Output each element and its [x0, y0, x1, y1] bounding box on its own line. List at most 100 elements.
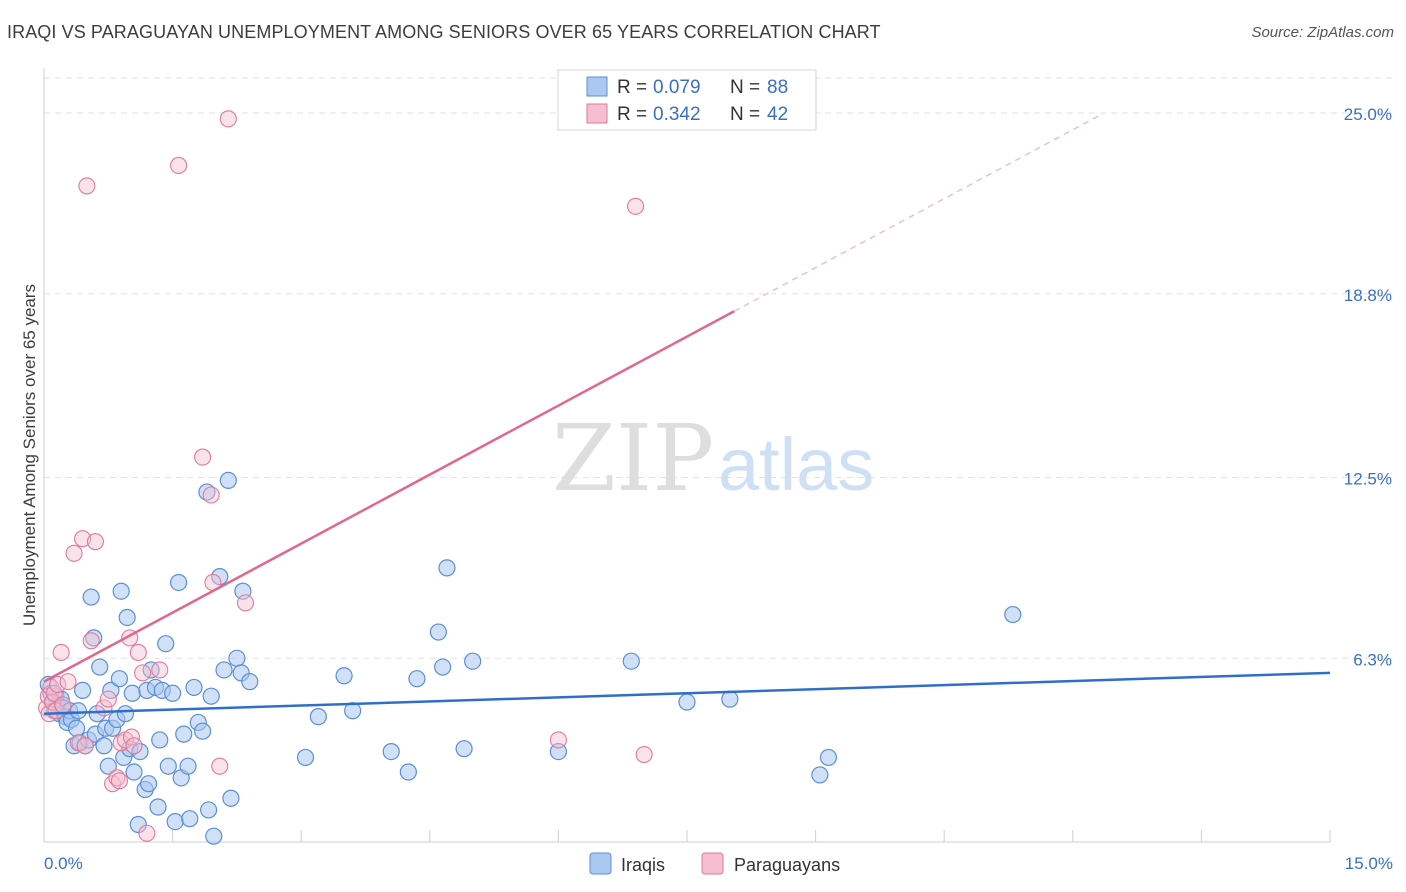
tick-labels: 6.3% 12.5% 18.8% 25.0% 0.0% 15.0%	[44, 105, 1393, 873]
legend-series: Iraqis Paraguayans	[589, 852, 840, 875]
source-label: Source: ZipAtlas.com	[1251, 24, 1394, 41]
point-iraqis-79	[408, 670, 426, 688]
point-paraguayans-19	[99, 690, 117, 708]
point-iraqis-17	[73, 681, 92, 699]
legend-series-label-paraguayans: Paraguayans	[734, 855, 840, 875]
point-paraguayans-11	[65, 544, 83, 562]
point-iraqis-90	[819, 748, 838, 767]
legend-n-label-iraqis: N =	[730, 77, 760, 98]
point-paraguayans-31	[151, 661, 169, 679]
point-iraqis-55	[175, 725, 193, 743]
point-paraguayans-33	[194, 448, 212, 466]
point-iraqis-65	[211, 568, 229, 586]
point-paraguayans-14	[76, 737, 94, 755]
point-paraguayans-30	[138, 824, 156, 842]
point-iraqis-86	[622, 652, 640, 670]
point-paraguayans-38	[236, 594, 255, 612]
y-tick-label-2: 18.8%	[1344, 286, 1392, 305]
point-paraguayans-39	[549, 731, 567, 749]
gridlines	[44, 77, 1395, 659]
point-iraqis-63	[202, 687, 220, 705]
point-paraguayans-21	[108, 769, 126, 787]
point-paraguayans-40	[627, 197, 645, 215]
point-iraqis-25	[95, 737, 113, 755]
point-iraqis-57	[181, 810, 199, 828]
point-paraguayans-28	[129, 643, 147, 662]
point-iraqis-14	[67, 719, 86, 737]
legend-n-label-paraguayans: N =	[730, 104, 760, 125]
point-iraqis-35	[118, 608, 136, 627]
legend-swatch-paraguayans	[586, 103, 608, 124]
point-paraguayans-7	[49, 675, 67, 694]
point-iraqis-60	[194, 722, 212, 740]
trend-line-iraqis	[43, 671, 1331, 715]
point-iraqis-37	[123, 684, 141, 702]
point-iraqis-89	[811, 766, 829, 784]
point-iraqis-20	[82, 588, 100, 606]
point-iraqis-56	[179, 757, 197, 775]
point-iraqis-34	[116, 705, 135, 723]
point-paraguayans-17	[86, 533, 104, 551]
point-paraguayans-16	[82, 632, 100, 650]
point-iraqis-74	[309, 708, 327, 726]
legend-r-label-paraguayans: R =	[617, 104, 647, 125]
point-paraguayans-41	[635, 745, 653, 764]
point-iraqis-43	[139, 775, 158, 793]
point-iraqis-68	[222, 789, 240, 807]
point-iraqis-64	[205, 827, 223, 845]
point-paraguayans-34	[202, 486, 220, 504]
point-iraqis-50	[159, 757, 177, 775]
point-iraqis-62	[200, 801, 218, 819]
point-iraqis-77	[382, 743, 400, 761]
legend-series-label-iraqis: Iraqis	[621, 855, 665, 875]
point-iraqis-81	[434, 658, 452, 676]
point-iraqis-83	[455, 740, 473, 758]
point-paraguayans-4	[44, 693, 62, 711]
point-paraguayans-32	[170, 156, 188, 175]
point-iraqis-38	[125, 763, 143, 781]
point-iraqis-46	[149, 798, 167, 816]
legend-n-value-paraguayans: 42	[767, 104, 788, 125]
point-paraguayans-10	[59, 673, 77, 691]
x-tick-label-1: 15.0%	[1345, 854, 1393, 873]
point-paraguayans-9	[54, 696, 72, 714]
legend-r-value-paraguayans: 0.342	[653, 104, 701, 125]
point-paraguayans-13	[74, 530, 92, 548]
point-paraguayans-5	[45, 684, 63, 702]
legend-n-value-iraqis: 88	[767, 77, 788, 98]
point-paraguayans-22	[110, 772, 128, 790]
point-paraguayans-37	[219, 110, 237, 128]
point-paraguayans-8	[52, 643, 70, 662]
point-iraqis-23	[88, 705, 106, 723]
point-iraqis-49	[157, 635, 175, 653]
point-iraqis-82	[438, 559, 456, 577]
point-iraqis-73	[296, 748, 315, 767]
legend-r-value-iraqis: 0.079	[653, 77, 701, 98]
point-iraqis-84	[464, 652, 482, 670]
point-paraguayans-29	[134, 664, 152, 682]
watermark: ZIP atlas	[552, 405, 874, 512]
point-iraqis-72	[241, 673, 259, 691]
watermark-zip: ZIP	[552, 405, 714, 512]
point-iraqis-53	[170, 573, 188, 592]
legend-r-label-iraqis: R =	[617, 77, 647, 98]
point-iraqis-91	[1004, 605, 1022, 624]
legend-swatch-iraqis	[586, 76, 608, 97]
point-paraguayans-27	[125, 737, 143, 755]
point-iraqis-31	[110, 670, 129, 688]
point-iraqis-58	[185, 678, 203, 697]
point-iraqis-47	[151, 731, 169, 749]
chart-title: IRAQI VS PARAGUAYAN UNEMPLOYMENT AMONG S…	[7, 22, 881, 42]
trend-line-paraguayans-extension	[733, 115, 1099, 312]
legend-series-swatch-iraqis	[589, 852, 612, 875]
trend-line-paraguayans	[43, 310, 735, 683]
point-iraqis-52	[166, 812, 184, 831]
trend-lines	[43, 115, 1331, 715]
y-tick-label-0: 6.3%	[1353, 650, 1392, 669]
legend-series-swatch-paraguayans	[701, 852, 724, 875]
point-iraqis-80	[429, 623, 447, 641]
point-iraqis-78	[399, 763, 417, 781]
point-iraqis-15	[69, 702, 87, 720]
x-tick-label-0: 0.0%	[44, 854, 83, 873]
